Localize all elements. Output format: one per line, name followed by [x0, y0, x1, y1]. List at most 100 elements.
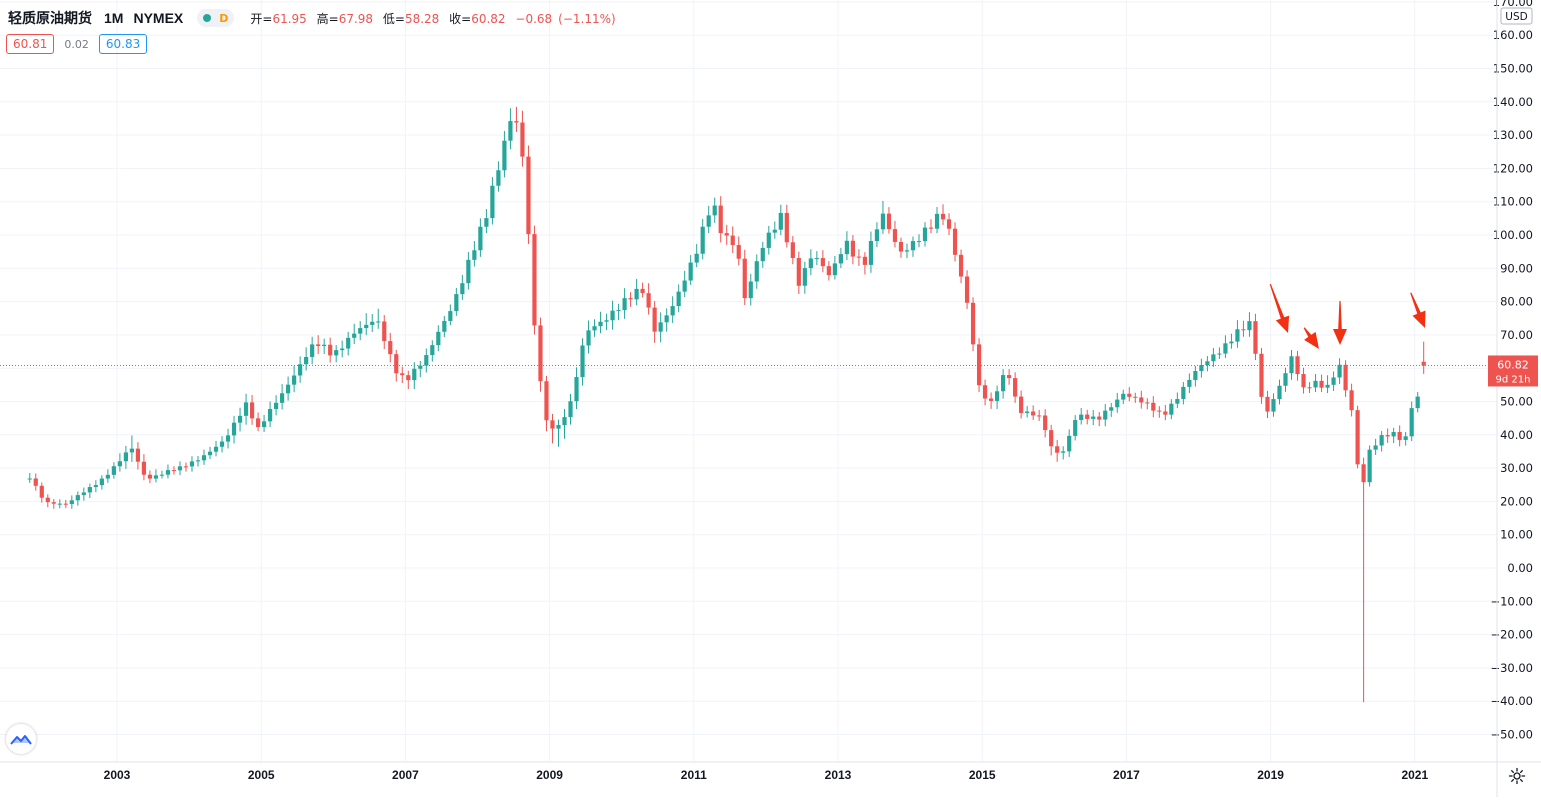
candle[interactable]	[1403, 431, 1408, 446]
candle[interactable]	[1139, 390, 1144, 409]
candle[interactable]	[592, 319, 597, 337]
candle[interactable]	[93, 480, 98, 493]
candle[interactable]	[274, 395, 279, 416]
candle[interactable]	[1247, 312, 1252, 337]
candle[interactable]	[556, 419, 561, 447]
candle[interactable]	[748, 273, 753, 306]
candle[interactable]	[580, 338, 585, 386]
candle[interactable]	[159, 470, 165, 479]
candle[interactable]	[502, 130, 507, 178]
candle[interactable]	[946, 213, 952, 235]
candle[interactable]	[688, 255, 693, 285]
candle[interactable]	[508, 108, 513, 150]
candle[interactable]	[87, 483, 92, 498]
candle[interactable]	[742, 249, 747, 306]
candle[interactable]	[135, 442, 141, 470]
candle[interactable]	[1205, 356, 1210, 372]
candle[interactable]	[940, 204, 946, 225]
candle[interactable]	[604, 313, 609, 331]
candle[interactable]	[652, 300, 657, 343]
candle[interactable]	[1265, 390, 1270, 419]
candle[interactable]	[1217, 347, 1222, 359]
candle[interactable]	[237, 407, 243, 432]
candle[interactable]	[1325, 375, 1330, 394]
candle[interactable]	[850, 235, 856, 265]
candle[interactable]	[1049, 424, 1054, 456]
candle[interactable]	[532, 225, 537, 335]
candle[interactable]	[916, 234, 922, 248]
candle[interactable]	[33, 473, 38, 491]
candle[interactable]	[568, 393, 573, 425]
candle[interactable]	[460, 274, 465, 300]
candle[interactable]	[1145, 398, 1150, 410]
candle[interactable]	[57, 499, 62, 509]
candle[interactable]	[430, 340, 435, 362]
candle[interactable]	[267, 401, 273, 428]
candle[interactable]	[832, 255, 837, 280]
candle[interactable]	[1043, 409, 1048, 438]
candle[interactable]	[165, 464, 171, 479]
candle[interactable]	[844, 231, 849, 260]
sell-price-button[interactable]: 60.81	[6, 34, 55, 54]
candle[interactable]	[1235, 320, 1240, 348]
candle[interactable]	[700, 218, 705, 260]
candle[interactable]	[562, 408, 567, 439]
candle[interactable]	[147, 470, 153, 484]
candle[interactable]	[1295, 350, 1300, 381]
candle[interactable]	[1073, 415, 1078, 441]
candle[interactable]	[1289, 350, 1294, 380]
candle[interactable]	[466, 251, 471, 290]
candle[interactable]	[1415, 392, 1420, 413]
candle[interactable]	[1187, 373, 1192, 394]
candle[interactable]	[838, 247, 843, 269]
candles[interactable]	[27, 106, 1426, 703]
candle[interactable]	[1343, 360, 1348, 397]
candle[interactable]	[790, 236, 795, 265]
candle[interactable]	[874, 222, 880, 248]
candle[interactable]	[880, 200, 886, 234]
candle[interactable]	[724, 224, 729, 245]
candle[interactable]	[99, 475, 104, 490]
chart-settings-button[interactable]	[1506, 765, 1528, 787]
candle[interactable]	[231, 415, 237, 444]
candle[interactable]	[514, 106, 519, 133]
candle[interactable]	[772, 221, 777, 239]
candle[interactable]	[261, 414, 267, 432]
candle[interactable]	[862, 252, 868, 275]
candle[interactable]	[45, 494, 50, 508]
candle[interactable]	[352, 323, 357, 345]
candle[interactable]	[328, 337, 333, 363]
candle[interactable]	[201, 449, 207, 465]
candle[interactable]	[1163, 404, 1168, 421]
candle[interactable]	[207, 446, 213, 459]
candle[interactable]	[1085, 409, 1090, 425]
symbol-name[interactable]: 轻质原油期货	[8, 10, 92, 26]
candle[interactable]	[664, 308, 669, 332]
candle[interactable]	[1037, 409, 1042, 421]
candle[interactable]	[171, 466, 177, 475]
candle[interactable]	[1181, 382, 1186, 405]
candle[interactable]	[958, 249, 964, 284]
candle[interactable]	[1025, 405, 1030, 418]
candle[interactable]	[213, 440, 219, 457]
candle[interactable]	[27, 472, 32, 483]
candle[interactable]	[1103, 404, 1108, 427]
candle[interactable]	[1211, 347, 1216, 367]
candle[interactable]	[856, 249, 862, 266]
candle[interactable]	[910, 236, 916, 257]
candle[interactable]	[1109, 402, 1114, 417]
candle[interactable]	[646, 283, 651, 315]
market-status-badge[interactable]: D	[197, 9, 235, 27]
candle[interactable]	[754, 254, 759, 289]
candle[interactable]	[1067, 429, 1072, 457]
candle[interactable]	[976, 338, 982, 392]
candle[interactable]	[1421, 341, 1426, 374]
candle[interactable]	[153, 469, 159, 483]
candle[interactable]	[1277, 379, 1282, 405]
tradingview-logo[interactable]	[6, 724, 36, 754]
candle[interactable]	[478, 218, 483, 257]
candle[interactable]	[598, 311, 603, 334]
candle[interactable]	[694, 244, 699, 268]
candle[interactable]	[706, 205, 711, 233]
